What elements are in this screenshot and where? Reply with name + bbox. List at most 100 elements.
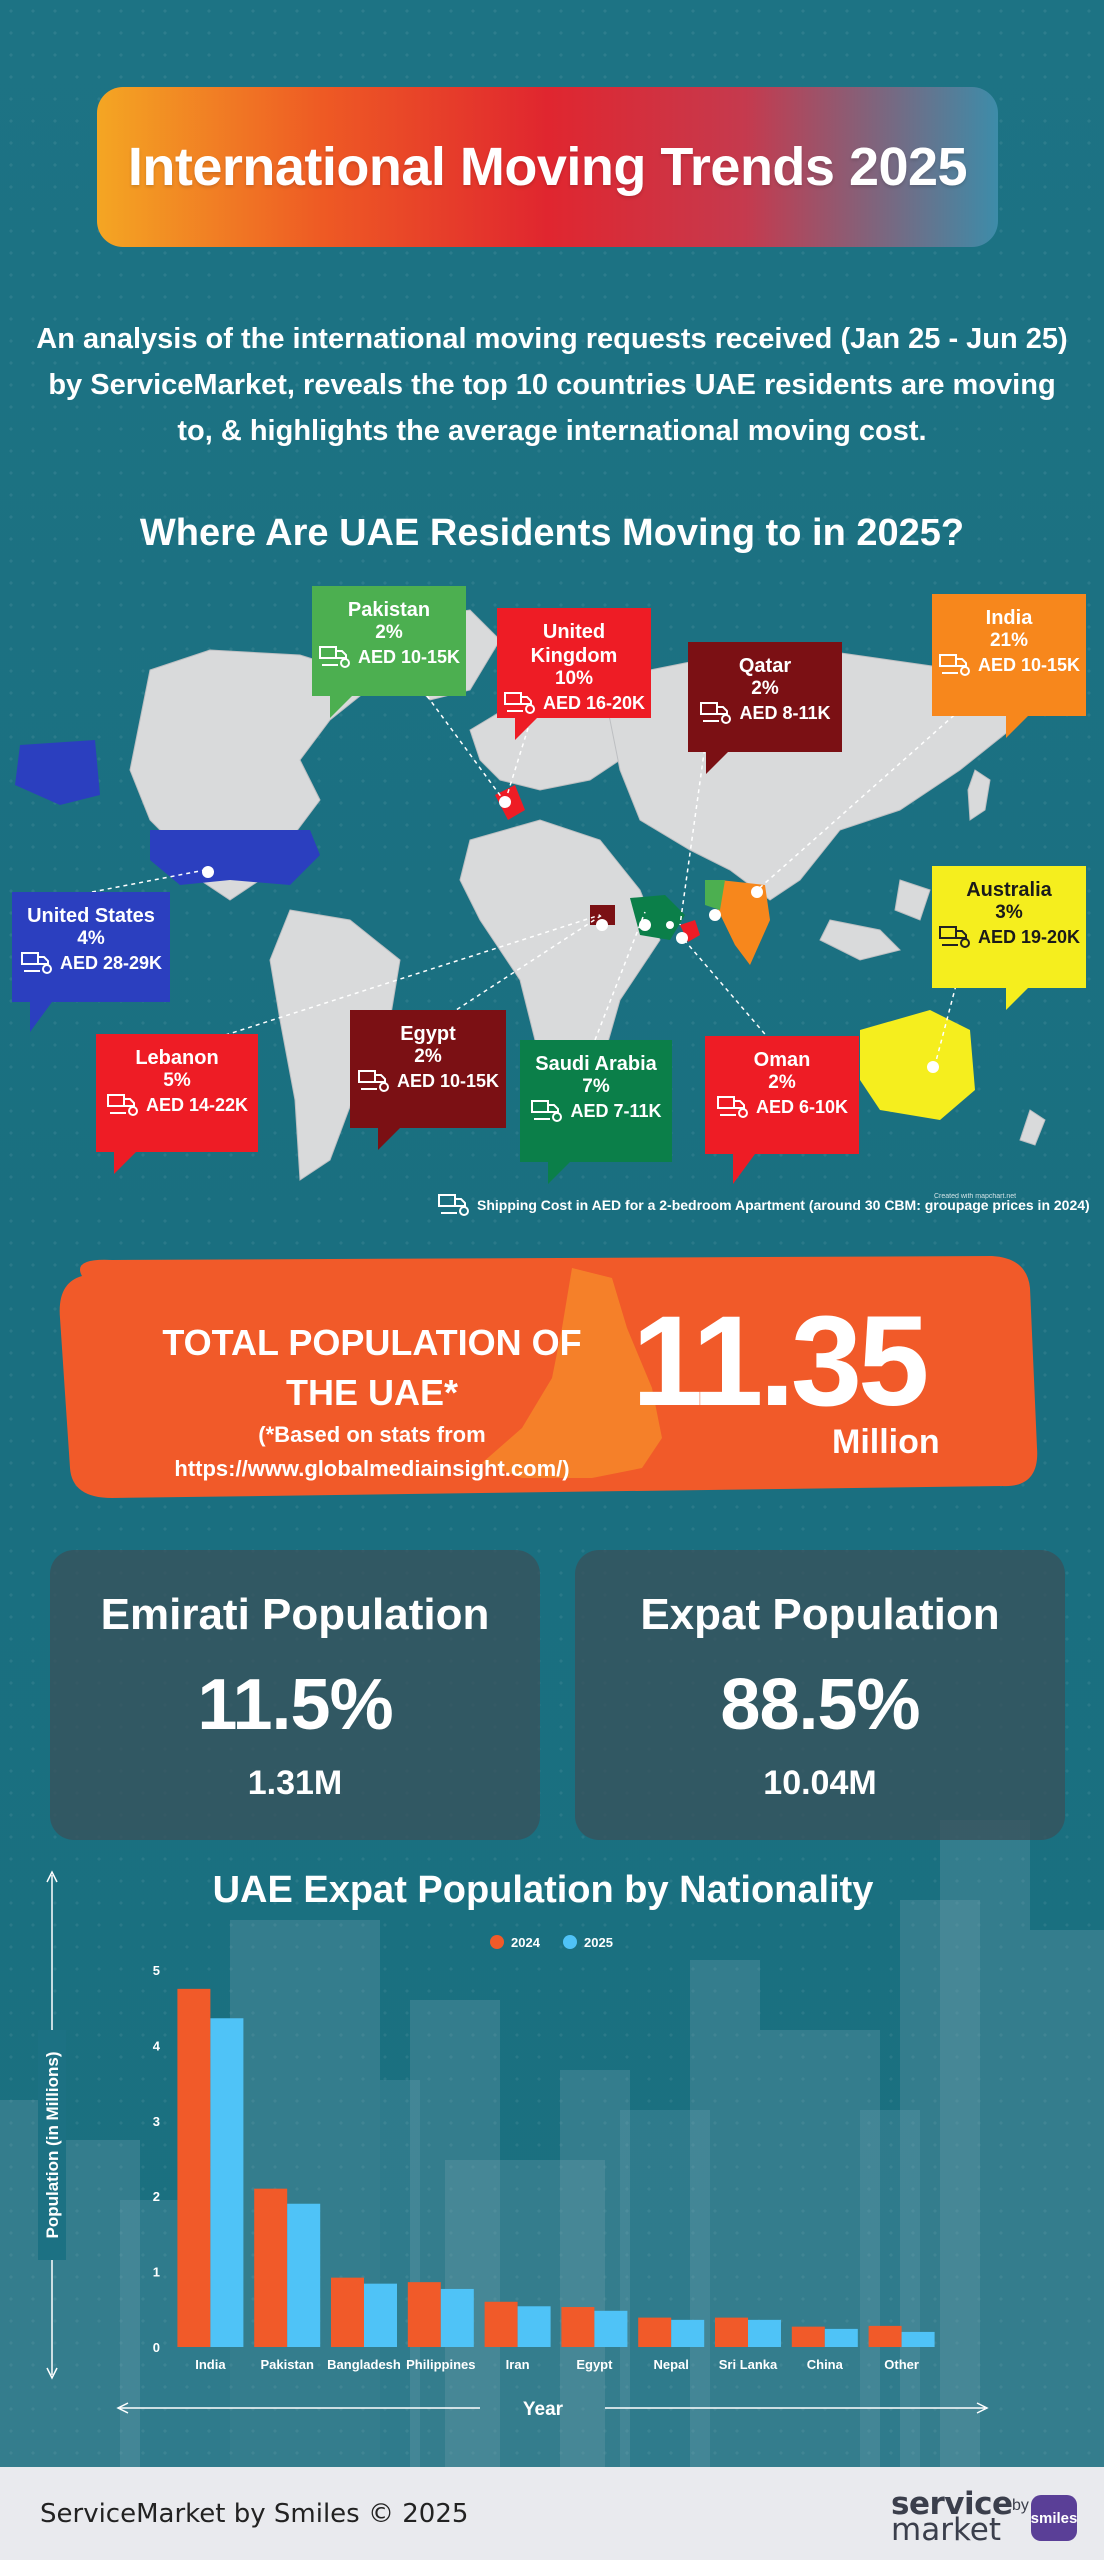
- callout-country: Saudi Arabia: [535, 1053, 657, 1075]
- x-axis-ticks: India Pakistan Bangladesh Philippines Iran Eg…: [195, 2357, 919, 2372]
- truck-location-icon: [318, 646, 350, 668]
- callout-percent: 4%: [77, 928, 105, 949]
- x-tick-label: Bangladesh: [327, 2357, 401, 2372]
- callout-country: Oman: [753, 1049, 811, 1071]
- total-population-label: TOTAL POPULATION OF THE UAE* (*Based on …: [152, 1318, 592, 1486]
- bar-2025-india: [210, 2018, 244, 2347]
- emirati-card: Emirati Population 11.5% 1.31M: [50, 1550, 540, 1840]
- legend-marker: [563, 1935, 577, 1949]
- x-arrow-left-icon: [116, 2402, 129, 2414]
- callout-saudi: Saudi Arabia 7% AED 7-11K: [520, 1040, 672, 1162]
- callout-qatar: Qatar 2% AED 8-11K: [688, 642, 842, 752]
- callout-country: Lebanon: [135, 1047, 219, 1069]
- callout-cost: AED 19-20K: [977, 927, 1081, 947]
- logo-by: by: [1012, 2497, 1029, 2514]
- emirati-value: 1.31M: [247, 1764, 343, 1802]
- bar-2025-pakistan: [287, 2203, 321, 2347]
- bar-2025-sri-lanka: [748, 2319, 781, 2347]
- total-note: (*Based on stats from https://www.global…: [174, 1422, 570, 1481]
- y-tick-label: 2: [153, 2189, 160, 2204]
- alaska-highlight: [15, 740, 100, 805]
- australia-highlight: [860, 1010, 975, 1120]
- y-arrow-down-icon: [46, 2367, 58, 2380]
- truck-location-icon: [938, 926, 970, 948]
- x-tick-label: Iran: [506, 2357, 530, 2372]
- shipping-note: Shipping Cost in AED for a 2-bedroom Apa…: [437, 1192, 1090, 1218]
- callout-oman: Oman 2% AED 6-10K: [705, 1036, 859, 1154]
- legend-label: 2024: [511, 1935, 541, 1950]
- bar-2024-bangladesh: [331, 2277, 364, 2347]
- bar-2025-other: [901, 2331, 935, 2347]
- x-tick-label: Sri Lanka: [719, 2357, 778, 2372]
- intro-text: An analysis of the international moving …: [36, 323, 1068, 447]
- callout-percent: 10%: [554, 668, 594, 689]
- bar-2024-nepal: [638, 2317, 672, 2347]
- y-arrow-up-icon: [46, 1870, 58, 1883]
- y-tick-label: 5: [153, 1963, 160, 1978]
- callout-usa: United States 4% AED 28-29K: [12, 892, 170, 1002]
- bar-2024-egypt: [561, 2307, 595, 2347]
- y-tick-label: 1: [153, 2265, 160, 2280]
- egypt-highlight: [590, 905, 615, 925]
- chart-title: UAE Expat Population by Nationality: [213, 1869, 874, 1911]
- bar-2025-egypt: [594, 2310, 628, 2347]
- bar-2024-other: [868, 2325, 902, 2347]
- map-section-title: Where Are UAE Residents Moving to in 202…: [139, 512, 965, 554]
- callout-country: Australia: [966, 879, 1052, 901]
- x-axis-label: Year: [523, 2399, 564, 2420]
- callout-tail: [706, 752, 728, 774]
- truck-location-icon: [357, 1070, 389, 1092]
- bar-2024-china: [791, 2326, 825, 2347]
- y-axis-ticks: 0 1 2 3 4 5: [153, 1963, 161, 2355]
- callout-cost: AED 10-15K: [396, 1071, 500, 1091]
- callout-australia: Australia 3% AED 19-20K: [932, 866, 1086, 988]
- map-credit: Created with mapchart.net: [934, 1193, 1017, 1200]
- expat-chart: UAE Expat Population by Nationality 2024…: [0, 1860, 1104, 2440]
- x-tick-label: India: [195, 2357, 226, 2372]
- chart-bars: [177, 1988, 935, 2347]
- truck-location-icon: [438, 1194, 469, 1216]
- callout-tail: [30, 1002, 52, 1032]
- x-tick-label: Egypt: [576, 2357, 613, 2372]
- logo-market: market: [891, 2512, 1002, 2548]
- y-label-backdrop: [38, 2030, 66, 2260]
- logo-service: service: [891, 2486, 1013, 2522]
- truck-location-icon: [531, 1100, 563, 1122]
- callout-country: United Kingdom: [530, 621, 618, 667]
- expat-percent: 88.5%: [720, 1665, 920, 1745]
- x-tick-label: Pakistan: [260, 2357, 314, 2372]
- callout-cost: AED 7-11K: [570, 1101, 662, 1121]
- callout-tail: [548, 1162, 570, 1184]
- y-tick-label: 4: [153, 2038, 161, 2053]
- servicemarket-logo: service market by smiles: [888, 2486, 1078, 2548]
- expat-chart-svg: UAE Expat Population by Nationality 2024…: [38, 1869, 989, 2420]
- footer: ServiceMarket by Smiles © 2025 service m…: [0, 2467, 1104, 2560]
- pakistan-highlight: [705, 880, 725, 910]
- bar-2025-nepal: [671, 2319, 705, 2347]
- callout-tail: [1006, 716, 1028, 738]
- bar-2024-sri-lanka: [715, 2317, 748, 2347]
- bar-2024-india: [177, 1988, 211, 2347]
- callout-pakistan: Pakistan 2% AED 10-15K: [312, 586, 466, 696]
- bar-2024-philippines: [407, 2282, 441, 2347]
- title-banner: International Moving Trends 2025: [97, 87, 998, 247]
- shipping-note-text: Shipping Cost in AED for a 2-bedroom Apa…: [477, 1197, 1090, 1213]
- emirati-percent: 11.5%: [197, 1665, 393, 1745]
- uae-map-silhouette: [482, 1268, 662, 1478]
- total-label-text: TOTAL POPULATION OF THE UAE*: [162, 1322, 582, 1413]
- callout-country: India: [985, 607, 1033, 629]
- truck-location-icon: [106, 1094, 138, 1116]
- expat-card: Expat Population 88.5% 10.04M: [575, 1550, 1065, 1840]
- callout-cost: AED 28-29K: [59, 953, 163, 973]
- callout-tail: [330, 696, 352, 718]
- x-arrow-right-icon: [976, 2402, 989, 2414]
- callout-tail: [114, 1152, 136, 1174]
- usa-highlight: [150, 830, 320, 885]
- callout-india: India 21% AED 10-15K: [932, 594, 1086, 716]
- smiles-logo: smiles: [1031, 2495, 1077, 2541]
- x-tick-label: China: [807, 2357, 844, 2372]
- expat-value: 10.04M: [763, 1764, 877, 1802]
- y-axis-label: Population (in Millions): [43, 2052, 62, 2239]
- emirati-title: Emirati Population: [100, 1590, 490, 1639]
